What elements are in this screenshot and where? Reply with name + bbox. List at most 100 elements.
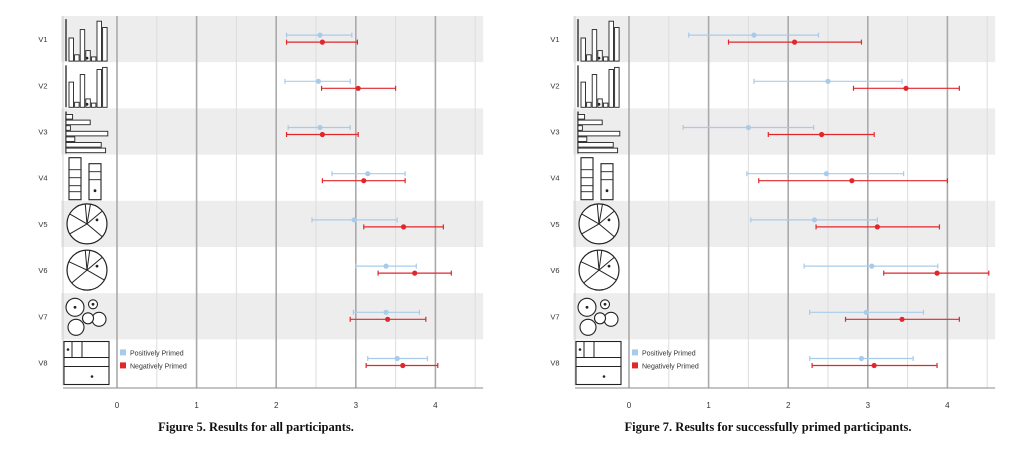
mean-point bbox=[355, 85, 361, 91]
thumb-dot bbox=[603, 302, 607, 306]
thumb-dot bbox=[91, 302, 95, 306]
thumb-stack bbox=[88, 163, 102, 201]
thumb-slice bbox=[598, 269, 617, 281]
legend-label: Negatively Primed bbox=[130, 363, 187, 370]
pie-chart-icon bbox=[66, 249, 108, 291]
mean-point bbox=[823, 171, 830, 177]
mean-point bbox=[903, 85, 909, 91]
thumb-bar bbox=[577, 125, 583, 131]
mean-point bbox=[791, 39, 798, 45]
thumb-bar bbox=[68, 37, 74, 62]
thumb-dot bbox=[607, 218, 611, 222]
thumb-dot bbox=[597, 102, 601, 106]
thumb-bar bbox=[90, 56, 97, 62]
row-band bbox=[573, 108, 996, 155]
x-tick-label: 2 bbox=[274, 401, 279, 410]
x-tick-label: 2 bbox=[786, 401, 791, 410]
thumb-bar bbox=[577, 119, 603, 126]
stacked-bar-icon bbox=[580, 157, 614, 201]
figure-5-caption: Figure 5. Results for all participants. bbox=[158, 420, 354, 434]
bar-chart-icon bbox=[577, 65, 620, 108]
thumb-slice bbox=[581, 213, 600, 225]
pie-chart-icon bbox=[578, 203, 620, 245]
mean-point bbox=[319, 39, 325, 45]
thumb-dot bbox=[607, 264, 611, 268]
thumb-bar bbox=[96, 20, 102, 62]
row-band bbox=[573, 16, 996, 63]
mean-point bbox=[751, 32, 757, 38]
thumb-bubble bbox=[593, 312, 607, 325]
thumb-slice bbox=[86, 204, 91, 224]
thumb-bar bbox=[90, 102, 97, 108]
legend-swatch bbox=[120, 349, 126, 356]
thumb-slice bbox=[596, 203, 600, 224]
thumb-bar bbox=[586, 54, 592, 62]
row-label: V1 bbox=[38, 35, 47, 44]
row-band bbox=[61, 16, 484, 63]
mean-point bbox=[412, 270, 418, 276]
mean-point bbox=[385, 316, 391, 322]
thumb-bar bbox=[586, 101, 592, 108]
thumb-bar bbox=[580, 37, 586, 62]
thumb-bar bbox=[580, 81, 586, 108]
mean-point bbox=[858, 355, 865, 362]
thumb-slice bbox=[581, 223, 600, 235]
thumb-bar bbox=[74, 54, 80, 62]
thumb-bar bbox=[597, 50, 603, 62]
thumb-bar bbox=[102, 27, 108, 62]
x-tick-label: 4 bbox=[945, 401, 950, 410]
legend-label: Negatively Primed bbox=[642, 363, 699, 370]
thumb-stack bbox=[600, 163, 614, 201]
thumb-bar bbox=[65, 114, 74, 120]
mean-point bbox=[361, 178, 367, 184]
thumb-slice bbox=[68, 261, 88, 271]
bar-chart-icon bbox=[577, 19, 620, 62]
thumb-slice bbox=[84, 203, 88, 224]
row-label: V5 bbox=[550, 220, 559, 229]
x-tick-label: 4 bbox=[433, 401, 438, 410]
thumb-slice bbox=[598, 204, 603, 224]
x-tick-label: 0 bbox=[627, 401, 632, 410]
legend-swatch bbox=[120, 362, 126, 369]
mean-point bbox=[849, 178, 855, 184]
thumb-bar bbox=[65, 119, 91, 126]
thumb-slice bbox=[598, 210, 615, 225]
thumb-dot bbox=[95, 218, 99, 222]
thumb-slice bbox=[580, 261, 600, 271]
treemap-icon bbox=[63, 340, 110, 386]
thumb-treemap bbox=[63, 340, 110, 386]
row-label: V1 bbox=[550, 35, 559, 44]
bubble-chart-icon bbox=[65, 297, 107, 336]
mean-point bbox=[400, 224, 407, 230]
thumb-dot bbox=[93, 189, 97, 193]
row-label: V2 bbox=[38, 81, 47, 90]
figure-5-chart: 0 1 2 3 4 V1 V2 V3 V4 V5 V6 V7 V8 Positively Primed Ne… bbox=[38, 16, 484, 410]
thumb-bar bbox=[96, 69, 102, 108]
thumb-bar bbox=[102, 66, 108, 108]
thumb-bar bbox=[85, 50, 91, 62]
thumb-bar bbox=[74, 101, 80, 108]
thumb-bar bbox=[85, 98, 91, 108]
thumb-bar bbox=[614, 66, 620, 108]
bar-chart-icon bbox=[65, 19, 108, 62]
thumb-bar bbox=[65, 125, 71, 131]
thumb-slice bbox=[598, 250, 603, 271]
mean-point bbox=[745, 124, 751, 131]
thumb-bar bbox=[608, 69, 614, 108]
row-label: V4 bbox=[38, 174, 47, 183]
thumb-dot bbox=[585, 305, 589, 309]
thumb-bar bbox=[79, 74, 86, 108]
thumb-bar bbox=[577, 142, 614, 148]
figure-7-caption: Figure 7. Results for successfully prime… bbox=[624, 420, 912, 434]
mean-point bbox=[394, 355, 400, 362]
thumb-slice bbox=[69, 213, 88, 225]
thumb-dot bbox=[85, 102, 89, 106]
row-label: V4 bbox=[550, 174, 559, 183]
mean-point bbox=[934, 270, 940, 276]
thumb-dot bbox=[578, 348, 582, 351]
mean-point bbox=[383, 309, 389, 315]
thumb-bubble bbox=[91, 311, 107, 327]
pie-chart-icon bbox=[66, 203, 108, 245]
x-tick-label: 0 bbox=[115, 401, 120, 410]
thumb-dot bbox=[73, 305, 77, 309]
